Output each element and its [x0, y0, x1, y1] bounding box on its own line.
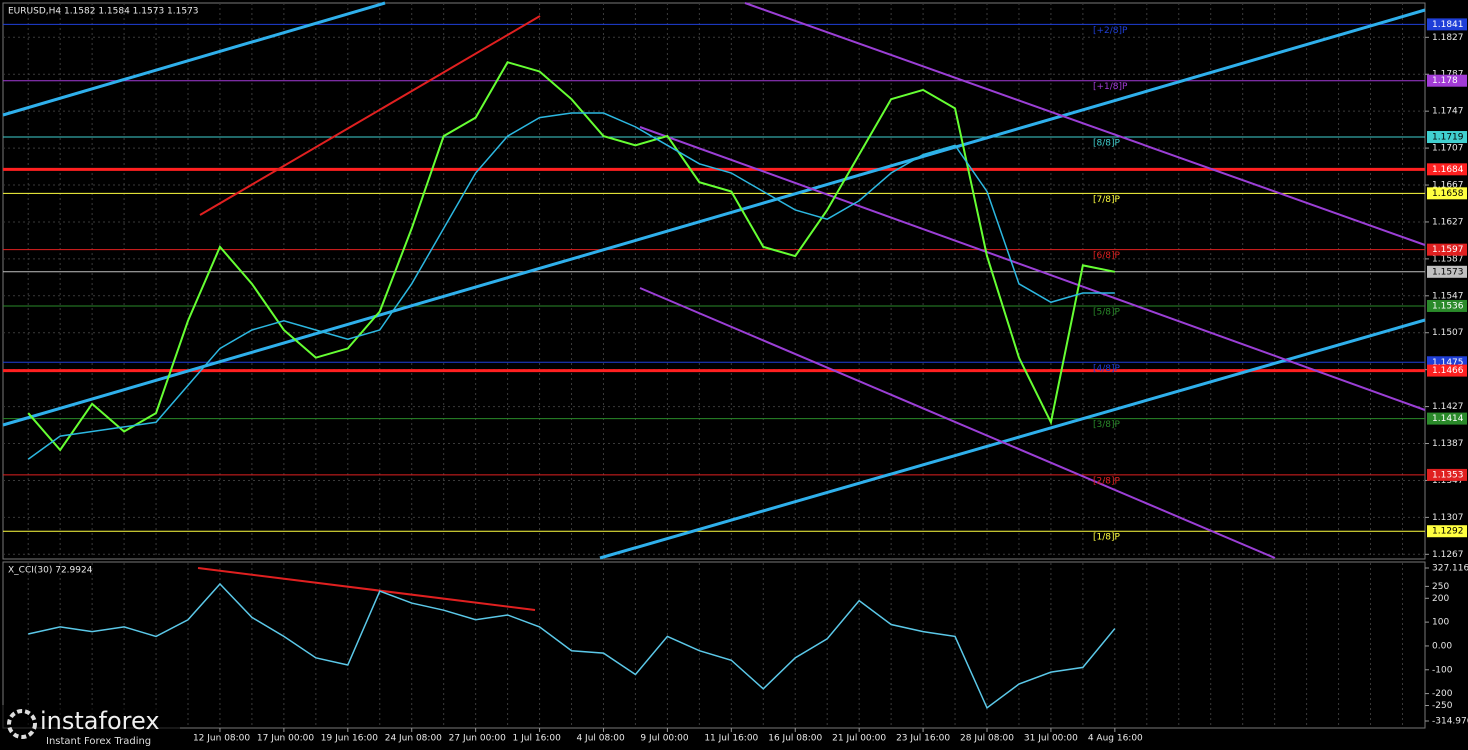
x-tick-label: 11 Jul 16:00: [704, 734, 758, 744]
y-tick-label: 1.1667: [1432, 181, 1464, 191]
y-tick-label: -100: [1432, 665, 1453, 675]
level-price-box: [1427, 265, 1467, 278]
y-tick-label: 1.1347: [1432, 476, 1464, 486]
channel-line: [2, 8, 1426, 427]
level-price-box: [1427, 468, 1467, 481]
levels: [3, 23, 1425, 532]
price-frame: [2, 2, 1426, 560]
y-tick-label: 100: [1432, 618, 1449, 628]
level-price-box: [1427, 525, 1467, 538]
regression-line: [744, 2, 1426, 246]
level-price: 1.1536: [1432, 301, 1464, 311]
murrey-label: [4/8]P: [1093, 364, 1121, 374]
level-price-box: [1427, 412, 1467, 425]
y-tick-label: 0.00: [1432, 641, 1452, 651]
panels: [2, 2, 1426, 729]
y-tick-label: 327.116: [1432, 564, 1468, 574]
level-price-box: [1427, 131, 1467, 144]
murrey-label: [3/8]P: [1093, 420, 1121, 430]
level-price: 1.1414: [1432, 414, 1464, 424]
level-price: 1.1292: [1432, 527, 1464, 537]
regression-line: [639, 126, 1426, 411]
series-line: [27, 112, 1115, 460]
grid: [3, 3, 1429, 732]
logo-tagline: Instant Forex Trading: [46, 736, 151, 747]
cci-title: X_CCI(30) 72.9924: [8, 566, 93, 576]
y-tick-label: 250: [1432, 582, 1449, 592]
level-price-box: [1427, 18, 1467, 31]
murrey-label: [+1/8]P: [1093, 82, 1128, 92]
murrey-label: [+2/8]P: [1093, 26, 1128, 36]
y-tick-label: 1.1747: [1432, 107, 1464, 117]
y-tick-label: 1.1707: [1432, 144, 1464, 154]
y-tick-label: 1.1627: [1432, 217, 1464, 227]
x-tick-label: 23 Jul 16:00: [896, 734, 950, 744]
level-price: 1.1841: [1432, 20, 1464, 30]
y-tick-label: -314.976: [1432, 717, 1468, 727]
divergence-line: [197, 567, 536, 611]
trend-line: [199, 15, 541, 216]
murrey-label: [7/8]P: [1093, 195, 1121, 205]
x-tick-label: 17 Jun 00:00: [257, 734, 314, 744]
y-tick-label: 1.1827: [1432, 33, 1464, 43]
y-tick-label: 1.1507: [1432, 328, 1464, 338]
level-price: 1.1573: [1432, 267, 1464, 277]
level-price: 1.1466: [1432, 366, 1464, 376]
y-tick-label: -250: [1432, 701, 1453, 711]
x-tick-label: 9 Jul 00:00: [640, 734, 689, 744]
trend-lines: [2, 1, 1426, 611]
murrey-label: [1/8]P: [1093, 533, 1121, 543]
x-tick-label: 19 Jun 16:00: [321, 734, 378, 744]
x-tick-label: 1 Jul 16:00: [513, 734, 562, 744]
level-price: 1.1684: [1432, 165, 1464, 175]
logo: instaforex Instant Forex Trading: [0, 705, 180, 750]
level-price-box: [1427, 187, 1467, 200]
murrey-label: [5/8]P: [1093, 307, 1121, 317]
series-line: [28, 582, 1116, 710]
level-price: 1.1353: [1432, 470, 1464, 480]
level-price-box: [1427, 243, 1467, 256]
logo-brand: instaforex: [40, 707, 160, 735]
level-price-box: [1427, 74, 1467, 87]
level-price: 1.178: [1432, 76, 1458, 86]
y-tick-label: 1.1427: [1432, 402, 1464, 412]
level-price-box: [1427, 364, 1467, 377]
x-tick-label: 21 Jul 00:00: [832, 734, 886, 744]
level-price: 1.1597: [1432, 245, 1464, 255]
x-tick-label: 31 Jul 00:00: [1024, 734, 1078, 744]
x-tick-label: 27 Jun 00:00: [449, 734, 506, 744]
cci-frame: [2, 561, 1426, 729]
y-tick-label: -200: [1432, 689, 1453, 699]
chart-title: EURUSD,H4 1.1582 1.1584 1.1573 1.1573: [8, 7, 199, 17]
regression-line: [639, 287, 1276, 559]
x-tick-label: 24 Jun 08:00: [385, 734, 442, 744]
y-tick-label: 1.1307: [1432, 513, 1464, 523]
level-price: 1.1475: [1432, 358, 1464, 368]
y-tick-label: 1.1387: [1432, 439, 1464, 449]
x-tick-label: 4 Jul 08:00: [576, 734, 625, 744]
murrey-label: [6/8]P: [1093, 251, 1121, 261]
x-tick-label: 12 Jun 08:00: [193, 734, 250, 744]
murrey-label: [2/8]P: [1093, 476, 1121, 486]
x-tick-label: 4 Aug 16:00: [1088, 734, 1143, 744]
y-tick-label: 200: [1432, 594, 1449, 604]
level-price-box: [1427, 299, 1467, 312]
y-tick-label: 1.1547: [1432, 291, 1464, 301]
channel-line: [2, 1, 386, 117]
level-price: 1.1719: [1432, 133, 1464, 143]
murrey-label: [8/8]P: [1093, 139, 1121, 149]
x-tick-label: 16 Jul 08:00: [768, 734, 822, 744]
level-price-box: [1427, 163, 1467, 176]
level-price: 1.1658: [1432, 189, 1464, 199]
y-tick-label: 1.1267: [1432, 550, 1464, 560]
y-tick-label: 1.1587: [1432, 254, 1464, 264]
logo-icon: [7, 709, 37, 739]
series-line: [27, 61, 1116, 452]
marks: [27, 61, 1116, 710]
x-tick-label: 28 Jul 08:00: [960, 734, 1014, 744]
